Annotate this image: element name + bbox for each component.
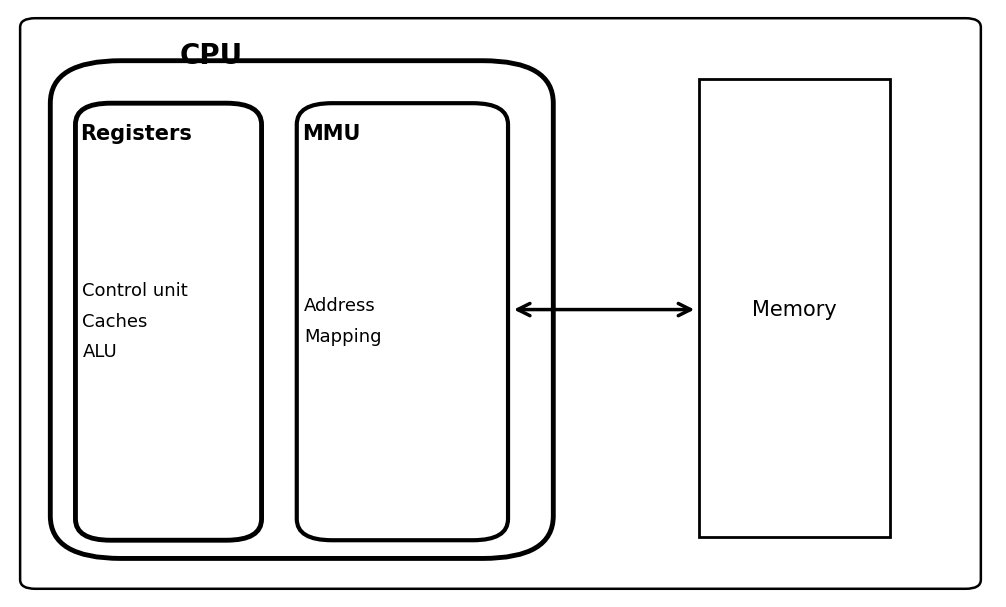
FancyBboxPatch shape xyxy=(297,103,508,540)
FancyBboxPatch shape xyxy=(50,61,553,558)
Text: Memory: Memory xyxy=(752,300,837,319)
Text: Control unit
Caches
ALU: Control unit Caches ALU xyxy=(82,282,188,361)
Text: Address
Mapping: Address Mapping xyxy=(304,297,381,346)
FancyArrowPatch shape xyxy=(518,304,690,316)
FancyBboxPatch shape xyxy=(20,18,981,589)
Text: MMU: MMU xyxy=(302,124,360,144)
Text: CPU: CPU xyxy=(180,42,242,70)
Text: Registers: Registers xyxy=(80,124,192,144)
FancyBboxPatch shape xyxy=(75,103,262,540)
Bar xyxy=(699,79,890,537)
